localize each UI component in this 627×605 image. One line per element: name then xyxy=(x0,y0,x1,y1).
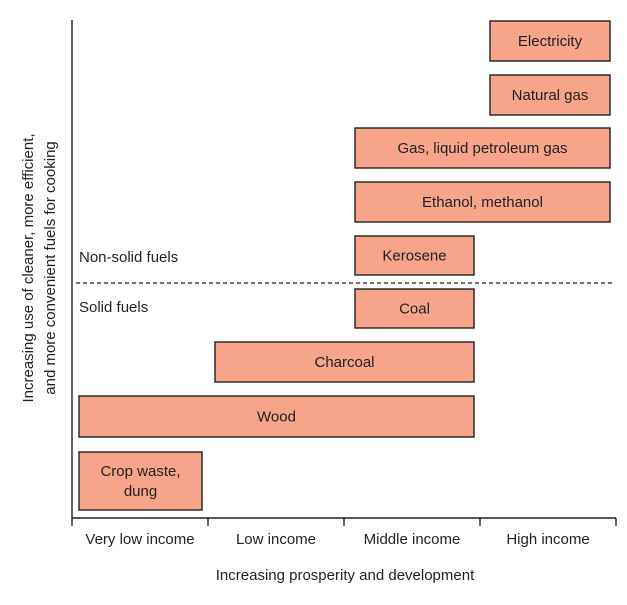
x-axis-title: Increasing prosperity and development xyxy=(216,567,475,584)
fuel-bar-label: Kerosene xyxy=(382,248,446,265)
y-axis-title: Increasing use of cleaner, more efficien… xyxy=(20,133,59,402)
fuel-bar xyxy=(354,235,475,276)
fuel-bar xyxy=(354,127,611,169)
y-axis-title-line-1: Increasing use of cleaner, more efficien… xyxy=(20,133,37,402)
fuel-bar-label: dung xyxy=(124,483,157,500)
fuel-bar-label: Wood xyxy=(257,409,296,426)
fuel-bar-label: Crop waste, xyxy=(100,463,180,480)
fuel-bar xyxy=(489,20,611,62)
x-tick-label-high-income: High income xyxy=(506,531,589,548)
fuel-bar-label: Ethanol, methanol xyxy=(422,194,543,211)
x-tick-label-very-low-income: Very low income xyxy=(85,531,194,548)
fuel-bar xyxy=(489,74,611,116)
fuel-bar-label: Coal xyxy=(399,301,430,318)
fuel-bar-label: Electricity xyxy=(518,33,583,50)
non-solid-fuels-label: Non-solid fuels xyxy=(79,249,178,266)
x-tick-label-low-income: Low income xyxy=(236,531,316,548)
solid-fuels-label: Solid fuels xyxy=(79,299,148,316)
fuel-bar-label: Natural gas xyxy=(512,87,589,104)
fuel-bar xyxy=(354,181,611,223)
fuel-bars: Electricity Natural gas Gas, liquid petrol… xyxy=(78,20,611,511)
fuel-bar xyxy=(354,288,475,329)
fuel-bar xyxy=(78,395,475,438)
fuel-bar xyxy=(214,341,475,383)
fuel-bar-label: Charcoal xyxy=(314,354,374,371)
x-tick-label-middle-income: Middle income xyxy=(364,531,461,548)
fuel-bar xyxy=(78,451,203,511)
fuel-bar-label: Gas, liquid petroleum gas xyxy=(397,140,567,157)
y-axis-title-line-2: and more convenient fuels for cooking xyxy=(42,141,59,394)
